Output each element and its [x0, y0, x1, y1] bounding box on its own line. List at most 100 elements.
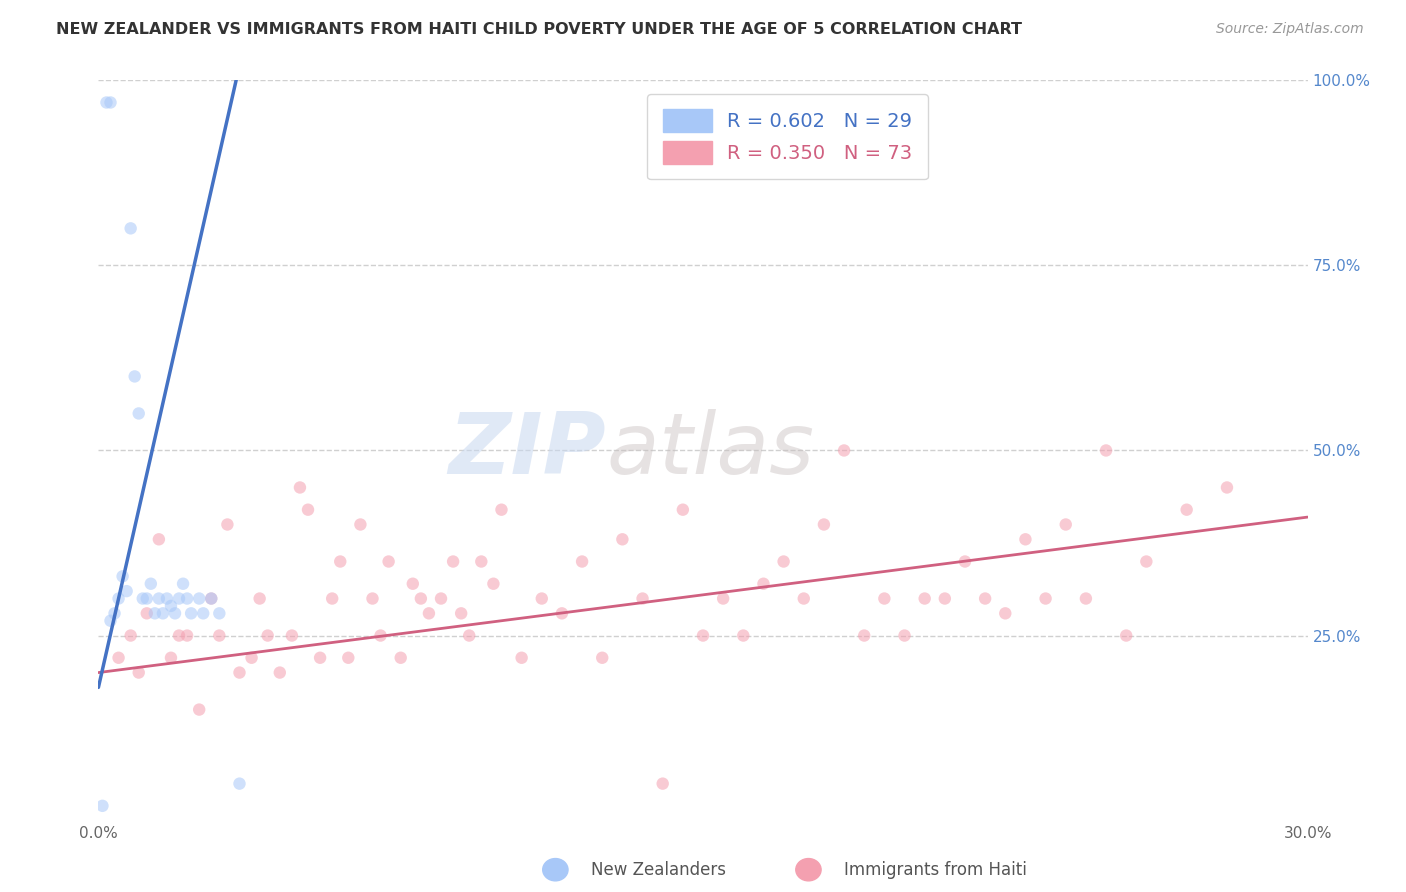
Point [156, 591, 179, 606]
Point [288, 480, 311, 494]
Point [128, 407, 150, 421]
Point [672, 502, 695, 516]
Point [551, 607, 574, 621]
Point [1115, 628, 1137, 642]
Point [208, 607, 231, 621]
Point [135, 607, 157, 621]
Point [228, 776, 250, 791]
Point [103, 607, 125, 621]
Point [651, 776, 673, 791]
Point [1135, 555, 1157, 569]
Point [409, 591, 432, 606]
Point [1054, 517, 1077, 532]
Point [256, 628, 278, 642]
Point [120, 221, 142, 235]
Point [370, 628, 392, 642]
Point [711, 591, 734, 606]
Point [91, 798, 114, 813]
Point [107, 650, 129, 665]
Point [873, 591, 896, 606]
Point [752, 576, 775, 591]
Point [200, 591, 222, 606]
Point [377, 555, 399, 569]
Text: atlas: atlas [606, 409, 814, 492]
Point [100, 614, 122, 628]
Point [176, 628, 198, 642]
Point [832, 443, 855, 458]
Point [228, 665, 250, 680]
Point [974, 591, 997, 606]
Point [337, 650, 360, 665]
Point [281, 628, 304, 642]
Point [297, 502, 319, 516]
Point [100, 95, 122, 110]
Text: New Zealanders: New Zealanders [591, 861, 725, 879]
Point [1175, 502, 1198, 516]
Point [120, 628, 142, 642]
Point [491, 502, 513, 516]
Point [571, 555, 593, 569]
Point [188, 703, 211, 717]
Point [813, 517, 835, 532]
Point [148, 591, 170, 606]
Point [163, 607, 186, 621]
Point [612, 533, 634, 547]
Point [430, 591, 453, 606]
Point [893, 628, 915, 642]
Point [135, 591, 157, 606]
Point [111, 569, 134, 583]
Point [143, 607, 166, 621]
Point [217, 517, 239, 532]
Point [591, 650, 613, 665]
Point [470, 555, 492, 569]
Point [139, 576, 162, 591]
Point [510, 650, 533, 665]
Point [631, 591, 654, 606]
Point [772, 555, 794, 569]
Point [361, 591, 384, 606]
Point [115, 584, 138, 599]
Point [160, 599, 183, 613]
Text: ZIP: ZIP [449, 409, 606, 492]
Point [389, 650, 412, 665]
Point [853, 628, 876, 642]
Point [176, 591, 198, 606]
Point [200, 591, 222, 606]
Point [124, 369, 146, 384]
Point [402, 576, 425, 591]
Point [450, 607, 472, 621]
Point [160, 650, 183, 665]
Point [934, 591, 956, 606]
Point [1095, 443, 1118, 458]
Text: Immigrants from Haiti: Immigrants from Haiti [844, 861, 1026, 879]
Point [914, 591, 936, 606]
Point [1035, 591, 1057, 606]
Point [249, 591, 271, 606]
Point [309, 650, 332, 665]
Text: Source: ZipAtlas.com: Source: ZipAtlas.com [1216, 22, 1364, 37]
Point [107, 591, 129, 606]
Point [1074, 591, 1097, 606]
Point [96, 95, 118, 110]
Point [441, 555, 464, 569]
Point [172, 576, 194, 591]
Point [733, 628, 755, 642]
Point [128, 665, 150, 680]
Point [240, 650, 263, 665]
Point [167, 628, 190, 642]
Point [458, 628, 481, 642]
Point [269, 665, 291, 680]
Point [349, 517, 371, 532]
Point [953, 555, 976, 569]
Point [418, 607, 440, 621]
Point [530, 591, 553, 606]
Point [152, 607, 174, 621]
Point [148, 533, 170, 547]
Point [167, 591, 190, 606]
Point [692, 628, 714, 642]
Point [994, 607, 1017, 621]
Point [180, 607, 202, 621]
Point [793, 591, 815, 606]
Point [188, 591, 211, 606]
Text: NEW ZEALANDER VS IMMIGRANTS FROM HAITI CHILD POVERTY UNDER THE AGE OF 5 CORRELAT: NEW ZEALANDER VS IMMIGRANTS FROM HAITI C… [56, 22, 1022, 37]
